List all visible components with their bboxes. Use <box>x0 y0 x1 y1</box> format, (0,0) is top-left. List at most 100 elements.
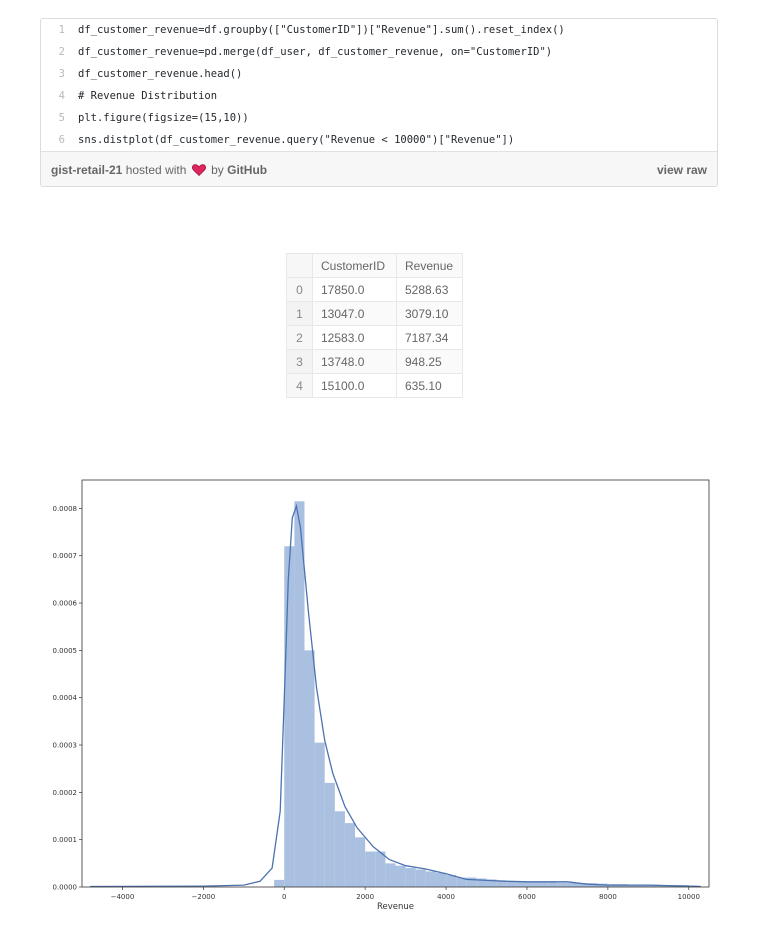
table-header-row: CustomerID Revenue <box>286 253 463 278</box>
x-tick-label: 2000 <box>356 893 374 901</box>
code-text: # Revenue Distribution <box>78 90 218 102</box>
code-text: df_customer_revenue.head() <box>78 68 243 80</box>
table-row: 4 15100.0 635.10 <box>286 373 463 398</box>
x-tick-label: 0 <box>282 893 286 901</box>
histogram-bar <box>344 823 356 887</box>
code-text: df_customer_revenue=pd.merge(df_user, df… <box>78 46 553 58</box>
histogram-bars <box>274 501 699 887</box>
table-row: 2 12583.0 7187.34 <box>286 325 463 350</box>
histogram-bar <box>405 868 416 887</box>
x-tick-label: 6000 <box>518 893 536 901</box>
revenue-cell: 948.25 <box>396 349 463 374</box>
y-tick-label: 0.0002 <box>53 789 78 797</box>
histogram-bar <box>638 884 649 887</box>
customerid-cell: 13047.0 <box>312 301 397 326</box>
line-number: 6 <box>58 134 65 146</box>
row-index: 0 <box>286 277 313 302</box>
code-line: 5 plt.figure(figsize=(15,10)) <box>41 108 717 130</box>
plot-frame <box>81 479 710 888</box>
histogram-bar <box>355 837 366 887</box>
histogram-bar <box>324 782 335 887</box>
code-text: df_customer_revenue=df.groupby(["Custome… <box>78 24 565 36</box>
table-row: 0 17850.0 5288.63 <box>286 277 463 302</box>
histogram-bar <box>385 863 396 887</box>
histogram-bar <box>304 650 315 887</box>
histogram-bar <box>516 881 527 887</box>
code-line: 1 df_customer_revenue=df.groupby(["Custo… <box>41 20 717 42</box>
x-tick-label: 4000 <box>437 893 455 901</box>
view-raw-link[interactable]: view raw <box>656 163 707 177</box>
row-index: 1 <box>286 301 313 326</box>
code-line: 4 # Revenue Distribution <box>41 86 717 108</box>
y-tick-label: 0.0005 <box>53 647 78 655</box>
histogram-bar <box>314 742 325 887</box>
histogram-bar <box>284 546 295 887</box>
x-tick-label: 8000 <box>599 893 617 901</box>
histogram-bar <box>587 883 598 887</box>
histogram-bar <box>334 811 345 887</box>
gist-embed: 1 df_customer_revenue=df.groupby(["Custo… <box>40 18 718 187</box>
x-tick-label: −4000 <box>111 893 135 901</box>
customerid-cell: 15100.0 <box>312 373 397 398</box>
gist-footer: gist-retail-21 hosted with by GitHub vie… <box>41 151 717 186</box>
github-link[interactable]: GitHub <box>227 163 268 177</box>
histogram-bar <box>395 865 406 887</box>
row-index: 3 <box>286 349 313 374</box>
y-tick-label: 0.0004 <box>53 694 78 702</box>
kde-line <box>90 503 701 888</box>
line-number: 1 <box>58 24 65 36</box>
y-tick-label: 0.0001 <box>53 836 78 844</box>
histogram-bar <box>486 879 497 887</box>
heart-icon <box>191 164 206 176</box>
histogram-bar <box>375 851 386 887</box>
code-text: plt.figure(figsize=(15,10)) <box>78 112 249 124</box>
revenue-distribution-chart: −4000 −2000 0 2000 4000 6000 8000 10000 0.0000 0… <box>53 479 710 912</box>
histogram-bar <box>537 882 548 887</box>
hosted-with-text: hosted with <box>125 163 187 177</box>
histogram-bar <box>476 878 487 887</box>
histogram-bar <box>415 869 426 887</box>
code-text: sns.distplot(df_customer_revenue.query("… <box>78 134 515 146</box>
revenue-cell: 635.10 <box>396 373 463 398</box>
line-number: 3 <box>58 68 65 80</box>
histogram-bar <box>294 501 305 887</box>
histogram-bar <box>557 882 568 887</box>
code-line: 6 sns.distplot(df_customer_revenue.query… <box>41 130 717 152</box>
column-header-customerid: CustomerID <box>312 253 397 278</box>
line-number: 4 <box>58 90 65 102</box>
revenue-cell: 3079.10 <box>396 301 463 326</box>
gist-file-link[interactable]: gist-retail-21 <box>51 163 123 177</box>
line-number: 2 <box>58 46 65 58</box>
histogram-bar <box>526 882 538 887</box>
table-row: 3 13748.0 948.25 <box>286 349 463 374</box>
x-axis-label: Revenue <box>377 902 414 912</box>
y-axis-ticks: 0.0000 0.0001 0.0002 0.0003 0.0004 0.0005 0.00… <box>53 505 82 892</box>
y-tick-label: 0.0006 <box>53 600 78 608</box>
histogram-bar <box>365 851 376 887</box>
histogram-bar <box>435 872 447 887</box>
histogram-bar <box>506 881 517 887</box>
dataframe-table: CustomerID Revenue 0 17850.0 5288.63 1 1… <box>286 253 463 398</box>
table-row: 1 13047.0 3079.10 <box>286 301 463 326</box>
histogram-bar <box>425 871 436 887</box>
x-tick-label: −2000 <box>192 893 216 901</box>
by-text: by <box>211 163 224 177</box>
histogram-bar <box>274 879 285 887</box>
x-axis-ticks: −4000 −2000 0 2000 4000 6000 8000 10000 <box>111 887 700 901</box>
line-number: 5 <box>58 112 65 124</box>
index-header <box>286 253 313 278</box>
revenue-cell: 5288.63 <box>396 277 463 302</box>
histogram-bar <box>466 877 477 887</box>
customerid-cell: 12583.0 <box>312 325 397 350</box>
gist-attribution: gist-retail-21 hosted with by GitHub <box>51 163 267 177</box>
y-tick-label: 0.0000 <box>53 884 78 892</box>
code-line: 3 df_customer_revenue.head() <box>41 64 717 86</box>
code-line: 2 df_customer_revenue=pd.merge(df_user, … <box>41 42 717 64</box>
column-header-revenue: Revenue <box>396 253 463 278</box>
x-tick-label: 10000 <box>678 893 700 901</box>
revenue-cell: 7187.34 <box>396 325 463 350</box>
y-tick-label: 0.0008 <box>53 505 78 513</box>
code-block: 1 df_customer_revenue=df.groupby(["Custo… <box>41 19 717 153</box>
histogram-bar <box>577 883 588 887</box>
row-index: 4 <box>286 373 313 398</box>
